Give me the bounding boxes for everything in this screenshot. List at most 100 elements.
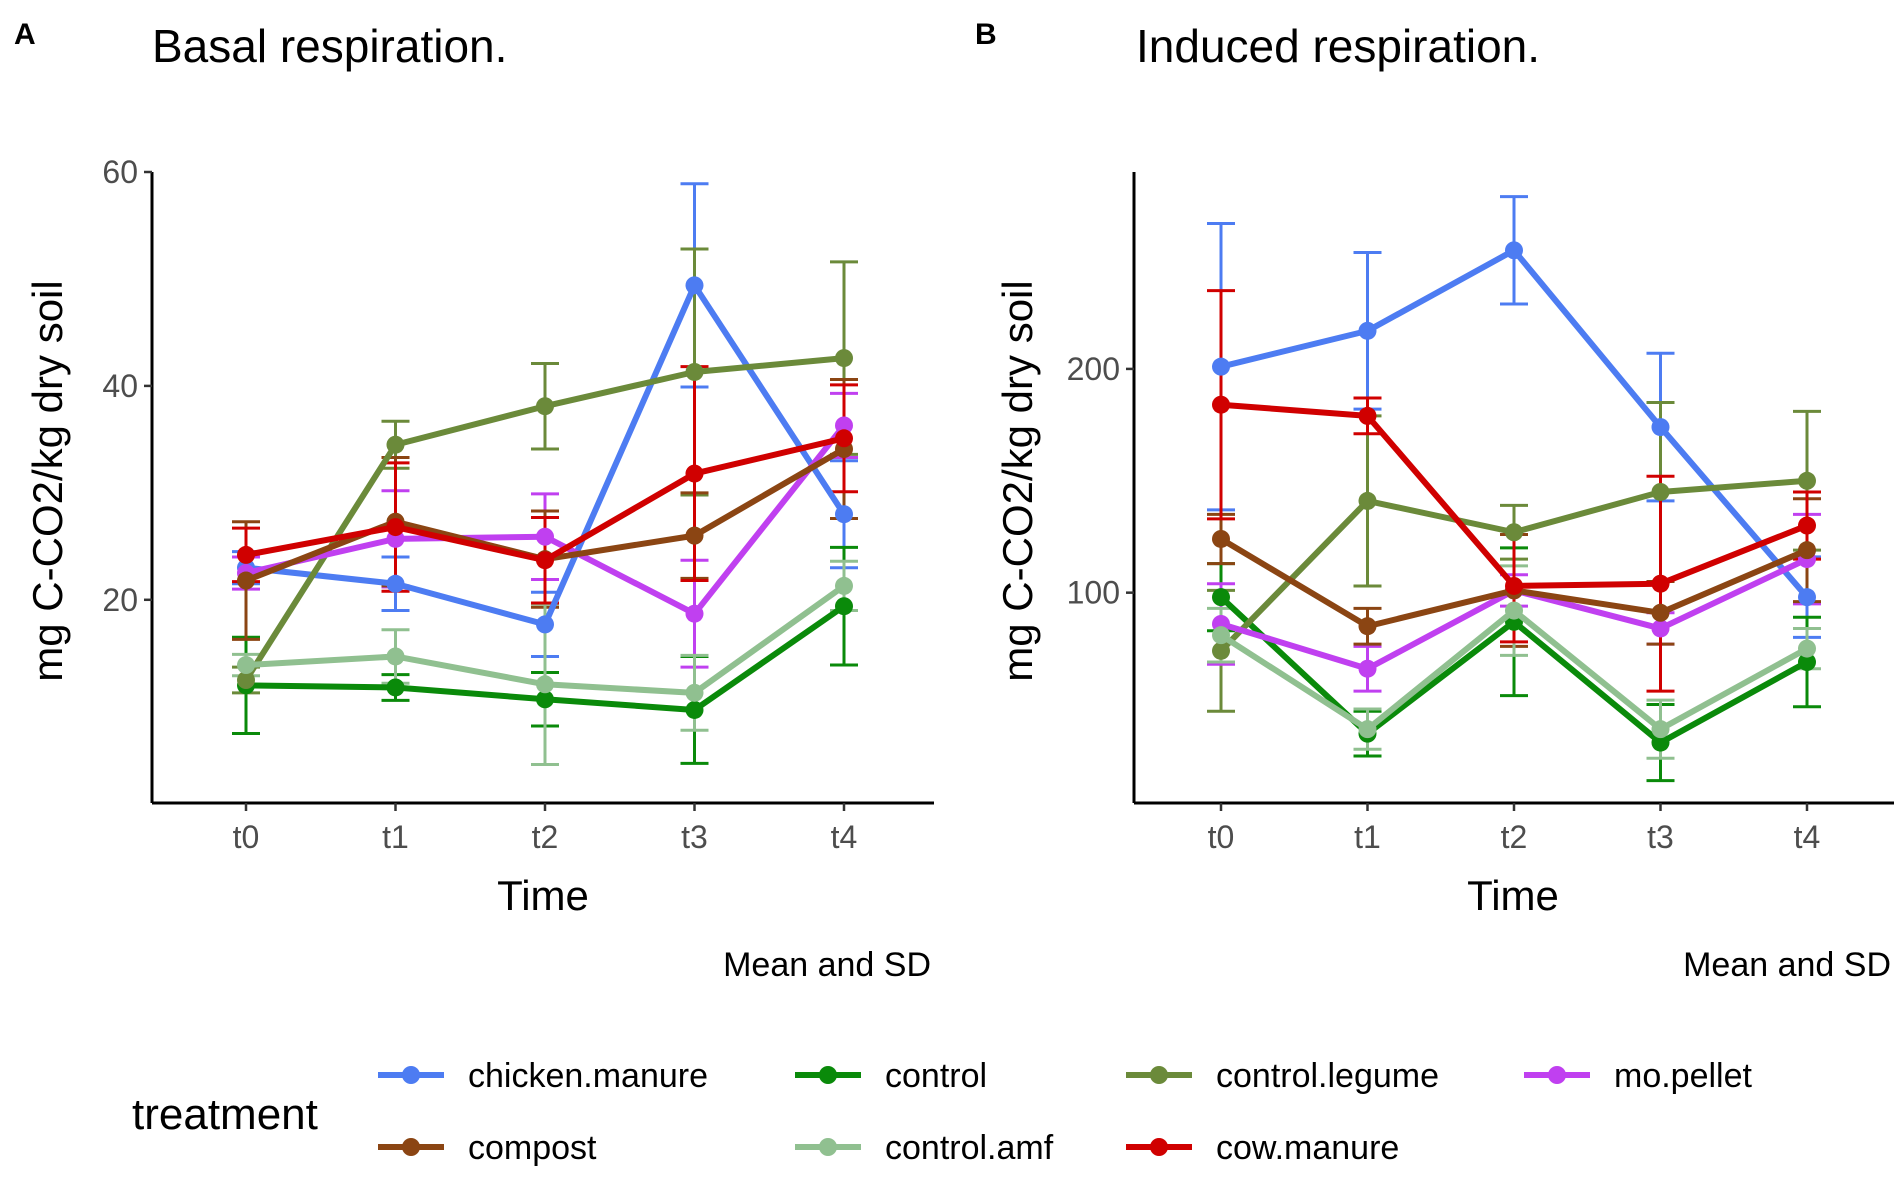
legend-item-control-legume: control.legume bbox=[1126, 1057, 1439, 1095]
data-point-cow-manure bbox=[1212, 395, 1230, 414]
legend-key-point bbox=[1150, 1138, 1168, 1156]
data-point-control-amf bbox=[237, 656, 255, 675]
data-point-control bbox=[386, 678, 405, 697]
legend-label: control bbox=[885, 1057, 987, 1095]
panel-a-x-axis-title: Time bbox=[497, 872, 589, 919]
data-point-control-legume bbox=[536, 397, 554, 416]
data-point-control-amf bbox=[835, 576, 853, 595]
data-point-cow-manure bbox=[386, 518, 405, 537]
data-point-chicken-manure bbox=[685, 276, 704, 295]
data-point-control-amf bbox=[1798, 639, 1816, 658]
data-point-mo-pellet bbox=[1651, 619, 1670, 638]
data-point-chicken-manure bbox=[386, 574, 405, 593]
data-point-compost bbox=[1212, 529, 1230, 548]
y-tick-label: 40 bbox=[102, 368, 138, 404]
legend-key-point bbox=[402, 1138, 420, 1156]
data-point-control-amf bbox=[536, 675, 554, 694]
legend-label: cow.manure bbox=[1216, 1129, 1399, 1167]
data-point-control-legume bbox=[237, 671, 255, 690]
x-tick-label: t2 bbox=[1501, 819, 1528, 855]
legend-item-control: control bbox=[795, 1057, 987, 1095]
data-point-cow-manure bbox=[1651, 574, 1670, 593]
data-point-cow-manure bbox=[536, 551, 554, 570]
data-point-control-legume bbox=[1505, 523, 1523, 542]
x-tick-label: t4 bbox=[831, 819, 858, 855]
data-point-chicken-manure bbox=[1651, 418, 1670, 437]
x-tick-label: t3 bbox=[681, 819, 708, 855]
panel-b-title: Induced respiration. bbox=[1136, 20, 1540, 72]
data-point-control bbox=[685, 700, 704, 719]
legend-key-point bbox=[402, 1066, 420, 1084]
panel-a-plot-area: 20 40 60 t0 t1 t2 t3 t4 bbox=[102, 154, 934, 855]
data-point-compost bbox=[237, 571, 255, 590]
data-point-cow-manure bbox=[1505, 576, 1523, 595]
data-point-mo-pellet bbox=[685, 604, 704, 623]
data-point-mo-pellet bbox=[835, 416, 853, 435]
x-tick-label: t1 bbox=[382, 819, 409, 855]
data-point-control bbox=[1651, 733, 1670, 752]
data-point-control-amf bbox=[386, 647, 405, 666]
legend-key-point bbox=[1150, 1066, 1168, 1084]
legend-item-cow-manure: cow.manure bbox=[1126, 1129, 1399, 1167]
panel-b-plot-area: 100 200 t0 t1 t2 t3 t4 bbox=[1067, 172, 1894, 855]
x-tick-label: t0 bbox=[1208, 819, 1235, 855]
legend-label: control.legume bbox=[1216, 1057, 1439, 1095]
data-point-chicken-manure bbox=[536, 615, 554, 634]
panel-a-y-axis-title: mg C-CO2/kg dry soil bbox=[24, 280, 71, 681]
data-point-mo-pellet bbox=[536, 527, 554, 546]
data-point-compost bbox=[685, 526, 704, 545]
data-point-control-legume bbox=[685, 362, 704, 381]
data-point-control-legume bbox=[1798, 471, 1816, 490]
y-tick-label: 60 bbox=[102, 154, 138, 190]
legend-item-compost: compost bbox=[378, 1129, 597, 1167]
data-point-control-legume bbox=[1212, 641, 1230, 660]
panel-b-caption: Mean and SD bbox=[1683, 946, 1891, 984]
data-point-chicken-manure bbox=[1358, 321, 1377, 340]
legend-keys: chicken.manure control control.legume mo.pe… bbox=[378, 1057, 1753, 1167]
data-point-compost bbox=[1358, 617, 1377, 636]
legend-item-control-amf: control.amf bbox=[795, 1129, 1054, 1167]
legend-key-point bbox=[819, 1066, 837, 1084]
data-point-chicken-manure bbox=[1212, 357, 1230, 376]
panel-a: A Basal respiration. 20 40 60 t0 t1 t2 t3 t4 Ti… bbox=[14, 18, 934, 984]
data-point-control-amf bbox=[1651, 720, 1670, 739]
legend-title: treatment bbox=[132, 1090, 318, 1139]
x-tick-label: t4 bbox=[1794, 819, 1821, 855]
legend-key-point bbox=[1548, 1066, 1566, 1084]
data-point-cow-manure bbox=[237, 545, 255, 564]
legend-key-point bbox=[819, 1138, 837, 1156]
panel-a-title: Basal respiration. bbox=[152, 20, 507, 72]
x-tick-label: t3 bbox=[1647, 819, 1674, 855]
data-point-compost bbox=[1651, 603, 1670, 622]
legend-item-chicken-manure: chicken.manure bbox=[378, 1057, 708, 1095]
data-point-compost bbox=[1798, 541, 1816, 560]
panel-b-x-axis-title: Time bbox=[1467, 872, 1559, 919]
data-point-cow-manure bbox=[1798, 516, 1816, 535]
data-point-control-legume bbox=[386, 435, 405, 454]
data-point-chicken-manure bbox=[835, 505, 853, 524]
data-point-control bbox=[1212, 588, 1230, 607]
data-point-cow-manure bbox=[685, 464, 704, 483]
x-tick-label: t0 bbox=[233, 819, 260, 855]
panel-a-tag: A bbox=[14, 18, 36, 51]
data-point-control-legume bbox=[835, 349, 853, 368]
y-tick-label: 200 bbox=[1067, 351, 1120, 387]
data-point-control bbox=[1798, 653, 1816, 672]
data-point-control-legume bbox=[1358, 491, 1377, 510]
legend: treatment chicken.manure control control.l… bbox=[132, 1057, 1753, 1167]
data-point-control bbox=[536, 690, 554, 709]
x-tick-label: t1 bbox=[1354, 819, 1381, 855]
legend-label: mo.pellet bbox=[1614, 1057, 1753, 1095]
panel-a-caption: Mean and SD bbox=[723, 946, 931, 984]
y-tick-label: 20 bbox=[102, 582, 138, 618]
legend-label: control.amf bbox=[885, 1129, 1054, 1167]
data-point-chicken-manure bbox=[1505, 241, 1523, 260]
data-point-control-amf bbox=[1358, 720, 1377, 739]
data-point-control bbox=[835, 597, 853, 616]
data-point-control-amf bbox=[1212, 626, 1230, 645]
data-point-chicken-manure bbox=[1798, 588, 1816, 607]
x-tick-label: t2 bbox=[532, 819, 559, 855]
